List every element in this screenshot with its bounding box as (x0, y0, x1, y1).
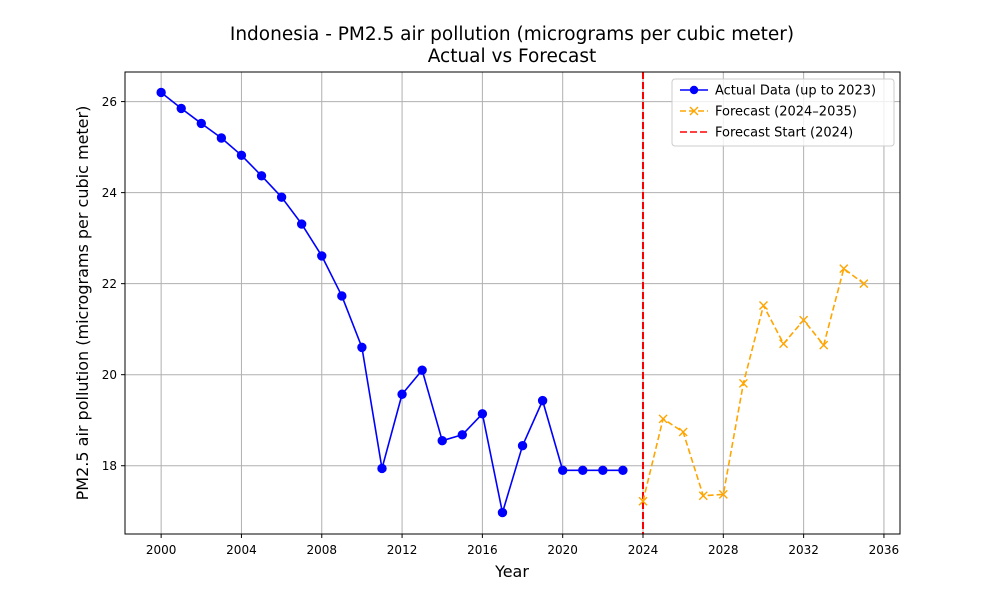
forecast-marker-stroke (859, 279, 869, 289)
x-tick-label: 2016 (467, 543, 498, 557)
forecast-marker-stroke (758, 301, 768, 310)
actual-data-point (337, 291, 347, 301)
axis-ticks: 2000 2004 2008 2012 2016 2020 2024 2028 2032 2036… (102, 95, 899, 557)
actual-data-point (437, 435, 447, 446)
x-axis-label: Year (494, 562, 529, 581)
actual-data-point (517, 440, 528, 451)
x-tick-label: 2020 (547, 543, 578, 557)
x-tick-label: 2024 (628, 543, 659, 557)
forecast-data-point (839, 264, 849, 274)
forecast-data-point (658, 414, 668, 424)
x-tick-label: 2036 (869, 543, 900, 557)
series-layer (156, 87, 869, 518)
y-tick-label: 18 (102, 459, 117, 473)
forecast-marker-stroke (638, 496, 648, 506)
x-tick-label: 2028 (708, 543, 739, 557)
forecast-marker-stroke (698, 491, 708, 501)
actual-data-point (618, 465, 628, 475)
actual-data-point (357, 342, 367, 353)
forecast-data-point (698, 491, 708, 501)
y-tick-label: 22 (102, 277, 117, 291)
actual-data-point (397, 389, 407, 399)
legend-label: Forecast Start (2024) (715, 126, 853, 141)
forecast-data-point (779, 339, 789, 349)
forecast-marker-stroke (799, 315, 809, 325)
actual-data-point (598, 465, 608, 475)
x-tick-label: 2012 (387, 543, 418, 557)
forecast-marker-stroke (658, 414, 668, 424)
legend-marker (689, 106, 699, 116)
forecast-series-line (642, 267, 865, 502)
forecast-marker-stroke (738, 378, 748, 388)
actual-data-point (417, 365, 427, 375)
forecast-data-point (738, 378, 748, 388)
actual-data-point (317, 251, 327, 261)
chart-title: Indonesia - PM2.5 air pollution (microgr… (229, 24, 795, 45)
forecast-data-point (799, 315, 809, 325)
y-tick-label: 26 (102, 95, 117, 109)
plot-frame (124, 71, 901, 535)
forecast-marker-stroke (779, 339, 789, 349)
forecast-data-point (859, 279, 869, 289)
actual-data-point (156, 87, 166, 98)
actual-data-point (276, 192, 287, 202)
forecast-marker-stroke (718, 489, 728, 499)
x-tick-label: 2008 (306, 543, 337, 557)
legend-label: Forecast (2024–2035) (715, 105, 857, 120)
actual-data-point (457, 430, 468, 440)
forecast-marker-stroke (819, 340, 829, 350)
actual-data-point (557, 465, 568, 475)
actual-data-point (578, 465, 588, 475)
legend-label: Actual Data (up to 2023) (715, 84, 876, 99)
forecast-marker-stroke (839, 264, 849, 274)
actual-data-point (216, 133, 227, 143)
chart-subtitle: Actual vs Forecast (427, 46, 597, 67)
x-tick-label: 2004 (226, 543, 257, 557)
legend-entry-actual: Actual Data (up to 2023) (680, 84, 876, 99)
x-tick-label: 2032 (788, 543, 819, 557)
y-tick-label: 20 (102, 368, 117, 382)
forecast-marker-stroke (678, 427, 688, 437)
legend-entry-forecast: Forecast (2024–2035) (680, 105, 857, 120)
forecast-data-point (758, 301, 768, 310)
actual-data-point (176, 103, 186, 114)
actual-data-point (497, 507, 508, 518)
actual-data-point (377, 463, 387, 474)
chart-legend: Actual Data (up to 2023) Forecast (2024–2… (671, 78, 895, 147)
forecast-data-point (638, 496, 648, 506)
actual-data-point (256, 171, 267, 181)
x-tick-label: 2000 (146, 543, 177, 557)
legend-marker (689, 85, 699, 95)
actual-data-point (296, 219, 307, 229)
forecast-data-point (718, 489, 728, 499)
actual-data-point (537, 395, 548, 406)
actual-data-point (196, 118, 206, 129)
y-axis-label: PM2.5 air pollution (micrograms per cubi… (73, 106, 92, 501)
y-tick-label: 24 (102, 186, 117, 200)
actual-data-point (236, 150, 247, 160)
legend-entry-forecast-start: Forecast Start (2024) (680, 126, 853, 141)
actual-series-line (160, 91, 623, 514)
actual-data-point (477, 409, 488, 419)
forecast-data-point (678, 427, 688, 437)
legend-box (671, 78, 895, 147)
forecast-data-point (819, 340, 829, 350)
